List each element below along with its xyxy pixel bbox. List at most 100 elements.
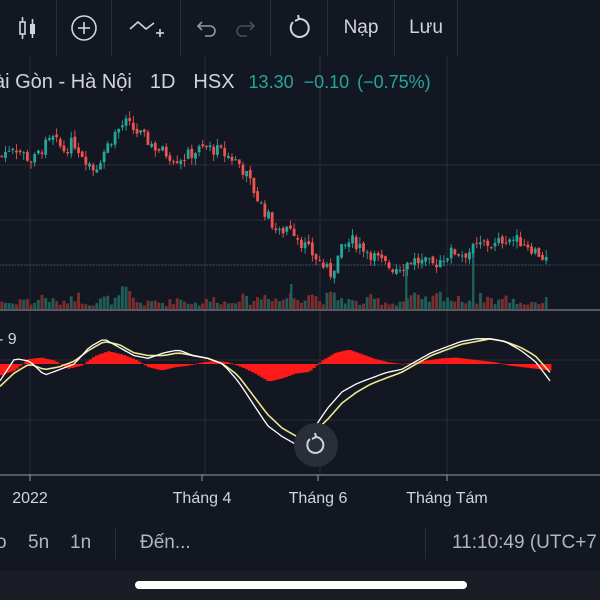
candle-body <box>325 263 329 267</box>
candle-body <box>522 244 526 246</box>
candle-body <box>245 170 248 177</box>
volume-bar <box>197 305 201 309</box>
volume-bar <box>329 291 333 309</box>
compare-symbol-icon[interactable] <box>112 0 180 56</box>
macd-hist-bar <box>64 364 68 368</box>
volume-bar <box>44 298 48 309</box>
macd-hist-bar <box>73 364 77 368</box>
home-indicator[interactable] <box>135 581 467 589</box>
candle-body <box>296 238 300 240</box>
macd-hist-bar <box>367 356 371 364</box>
volume-bar <box>139 302 143 309</box>
macd-hist-bar <box>336 352 341 364</box>
macd-hist-bar <box>76 364 80 367</box>
macd-hist-bar <box>226 362 230 364</box>
clock-timezone[interactable]: 11:10:49 (UTC+7 <box>452 532 597 553</box>
chart-grid <box>0 56 600 475</box>
candles-icon[interactable] <box>0 0 56 56</box>
symbol-header[interactable]: ài Gòn - Hà Nội 1D HSX 13.30 −0.10 (−0.7… <box>0 62 600 102</box>
candle-body <box>398 270 402 272</box>
volume-bar <box>212 297 216 309</box>
volume-bar <box>325 292 329 309</box>
candle-body <box>58 139 62 147</box>
goto-date-button[interactable]: Đến... <box>140 532 191 553</box>
macd-hist-bar <box>284 364 289 377</box>
volume-bar <box>420 299 424 309</box>
candle-body <box>84 156 88 165</box>
macd-hist-bar <box>180 364 185 367</box>
range-5y-button[interactable]: 5n <box>28 532 50 553</box>
candle-body <box>431 256 435 264</box>
price-chart[interactable]: - 9 2022 Tháng 4 Tháng 6 Tháng Tám <box>0 0 600 515</box>
replay-button[interactable] <box>294 423 338 467</box>
macd-hist-bar <box>526 364 530 368</box>
volume-bar <box>347 299 351 309</box>
volume-bar <box>281 299 285 309</box>
candle-body <box>354 236 358 250</box>
reload-icon[interactable] <box>271 0 327 56</box>
macd-hist-bar <box>251 364 255 373</box>
macd-hist-bar <box>223 361 227 364</box>
macd-hist-bar <box>520 364 524 368</box>
candle-body <box>376 252 380 256</box>
volume-bar <box>318 301 322 309</box>
macd-hist-bar <box>165 364 169 370</box>
undo-icon[interactable] <box>186 0 226 56</box>
candle-body <box>153 142 157 151</box>
volume-bar <box>369 294 373 309</box>
volume-bar <box>303 300 307 309</box>
volume-bar <box>292 298 296 309</box>
macd-hist-bar <box>156 364 160 370</box>
time-axis-label: 2022 <box>12 490 48 507</box>
volume-bar <box>362 303 365 309</box>
range-1y-button[interactable]: 1n <box>70 532 92 553</box>
macd-hist-bar <box>162 364 166 370</box>
macd-hist-bar <box>324 358 328 364</box>
macd-hist-bar <box>397 363 402 365</box>
volume-bar <box>460 301 464 309</box>
add-indicator-icon[interactable] <box>57 0 111 56</box>
volume-bar <box>113 297 117 309</box>
macd-hist-bar <box>88 359 93 364</box>
macd-hist-bar <box>211 361 215 364</box>
load-button[interactable]: Nạp <box>328 0 394 56</box>
macd-hist-bar <box>278 364 283 379</box>
candle-body <box>183 159 186 161</box>
candle-body <box>453 249 457 255</box>
volume-bar <box>500 298 504 309</box>
macd-hist-bar <box>440 358 445 364</box>
candle-body <box>362 243 365 252</box>
volume-bar <box>497 299 501 309</box>
redo-icon[interactable] <box>226 0 266 56</box>
macd-hist-bar <box>177 364 182 367</box>
macd-hist-bar <box>547 364 552 371</box>
macd-hist-bar <box>517 364 521 367</box>
volume-bar <box>453 301 457 309</box>
macd-hist-bar <box>195 363 200 364</box>
candle-body <box>205 145 208 148</box>
candle-body <box>489 247 493 249</box>
macd-hist-bar <box>428 360 433 364</box>
candle-body <box>373 253 376 262</box>
save-button[interactable]: Lưu <box>395 0 457 56</box>
candle-body <box>186 149 190 159</box>
macd-hist-bar <box>471 359 475 364</box>
candle-body <box>329 262 333 277</box>
candle-body <box>230 156 234 161</box>
candle-body <box>215 145 219 155</box>
macd-hist-bar <box>505 364 509 365</box>
range-5d-button[interactable]: o <box>0 532 7 553</box>
volume-bar <box>58 304 62 309</box>
candle-body <box>267 211 270 219</box>
candle-body <box>212 146 216 155</box>
volume-bar <box>0 301 4 309</box>
candle-body <box>314 254 318 260</box>
macd-hist-bar <box>205 361 209 364</box>
macd-hist-bar <box>254 364 258 374</box>
volume-bar <box>409 295 413 309</box>
macd-hist-bar <box>208 361 212 364</box>
volume-bar <box>435 293 439 309</box>
volume-bar <box>332 292 336 309</box>
candle-body <box>427 258 431 260</box>
macd-hist-bar <box>143 364 148 366</box>
